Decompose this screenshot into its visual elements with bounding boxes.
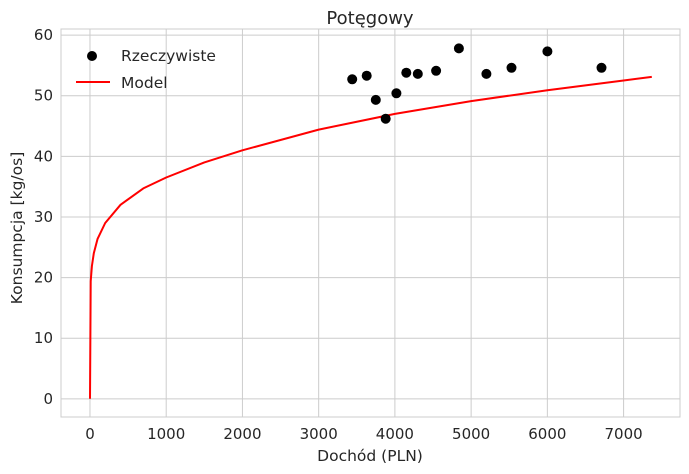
- model-series: [89, 75, 652, 399]
- y-axis-label: Konsumpcja [kg/os]: [8, 152, 26, 304]
- x-tick-label: 7000: [604, 425, 642, 443]
- legend-label-rzeczywiste: Rzeczywiste: [121, 47, 216, 65]
- data-point: [412, 68, 423, 79]
- legend-marker-rzeczywiste: [87, 51, 97, 61]
- data-point: [431, 65, 442, 76]
- y-tick-label: 0: [43, 390, 53, 408]
- y-tick-label: 30: [34, 208, 53, 226]
- y-tick-label: 60: [34, 26, 53, 44]
- data-point: [380, 113, 391, 124]
- legend: Rzeczywiste Model: [76, 47, 216, 92]
- data-point: [481, 68, 492, 79]
- plot-frame: [60, 28, 681, 418]
- data-point: [401, 67, 412, 78]
- data-point: [370, 94, 381, 105]
- data-point: [542, 46, 553, 57]
- x-tick-label: 3000: [300, 425, 338, 443]
- x-tick-label: 2000: [223, 425, 261, 443]
- y-tick-label: 20: [34, 269, 53, 287]
- grid: [61, 29, 680, 417]
- x-tick-label: 4000: [376, 425, 414, 443]
- data-points: [347, 43, 607, 124]
- ticks: 0 1000 2000 3000 4000 5000 6000 7000 0 10 20 30 40 50…: [34, 26, 643, 443]
- data-point: [596, 62, 607, 73]
- y-tick-label: 40: [34, 147, 53, 165]
- y-tick-label: 10: [34, 329, 53, 347]
- x-tick-label: 6000: [528, 425, 566, 443]
- x-tick-label: 5000: [452, 425, 490, 443]
- plot-area: [61, 29, 680, 417]
- data-point: [361, 70, 372, 81]
- legend-label-model: Model: [121, 74, 168, 92]
- x-tick-label: 1000: [147, 425, 185, 443]
- chart-title: Potęgowy: [326, 8, 414, 29]
- x-axis-label: Dochód (PLN): [317, 447, 423, 465]
- model-line: [89, 75, 652, 399]
- y-tick-label: 50: [34, 87, 53, 105]
- data-point: [506, 62, 517, 73]
- data-point: [453, 43, 464, 54]
- data-point: [391, 88, 402, 99]
- x-tick-label: 0: [85, 425, 95, 443]
- data-point: [347, 74, 358, 85]
